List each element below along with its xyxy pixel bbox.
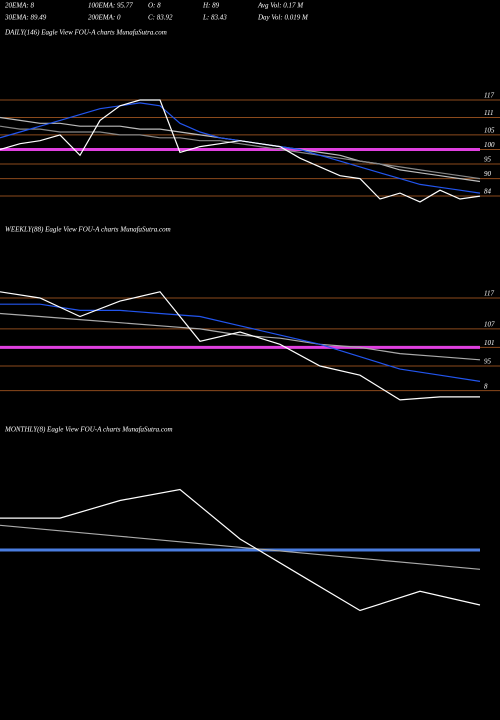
y-tick-label: 117 (484, 290, 494, 298)
header-stat: 20EMA: 8 (5, 2, 34, 10)
y-tick-label: 117 (484, 92, 494, 100)
header-stat: Avg Vol: 0.17 M (257, 2, 304, 10)
header-stat: 30EMA: 89.49 (4, 14, 47, 22)
y-tick-label: 111 (484, 109, 493, 117)
price-line (0, 488, 481, 612)
header-stat: 100EMA: 95.77 (88, 2, 133, 10)
price-line (0, 291, 480, 401)
y-tick-label: 101 (484, 339, 495, 347)
header-stat: Day Vol: 0.019 M (257, 14, 309, 22)
y-tick-label: 107 (484, 321, 495, 329)
price-line (0, 125, 481, 180)
panel-title: WEEKLY(88) Eagle View FOU-A charts Munaf… (5, 226, 171, 234)
header-stat: O: 8 (148, 2, 161, 10)
panel-title: MONTHLY(8) Eagle View FOU-A charts Munaf… (4, 426, 173, 434)
header-stat: C: 83.92 (148, 14, 173, 22)
y-tick-label: 95 (484, 156, 492, 164)
header: 20EMA: 8 100EMA: 95.77 O: 8 H: 89 Avg Vo… (4, 2, 309, 22)
price-line (0, 99, 481, 203)
y-tick-label: 100 (484, 141, 495, 149)
header-stat: L: 83.43 (202, 14, 227, 22)
panel-title: DAILY(146) Eagle View FOU-A charts Munaf… (4, 29, 167, 37)
y-tick-label: 90 (484, 170, 492, 178)
y-tick-label: 105 (484, 127, 495, 135)
price-line (0, 303, 481, 382)
y-tick-label: 8 (484, 382, 488, 390)
header-stat: H: 89 (202, 2, 220, 10)
price-line (0, 312, 481, 361)
y-tick-label: 95 (484, 358, 492, 366)
header-stat: 200EMA: 0 (88, 14, 121, 22)
price-line (0, 524, 481, 570)
y-tick-label: 84 (484, 188, 492, 196)
